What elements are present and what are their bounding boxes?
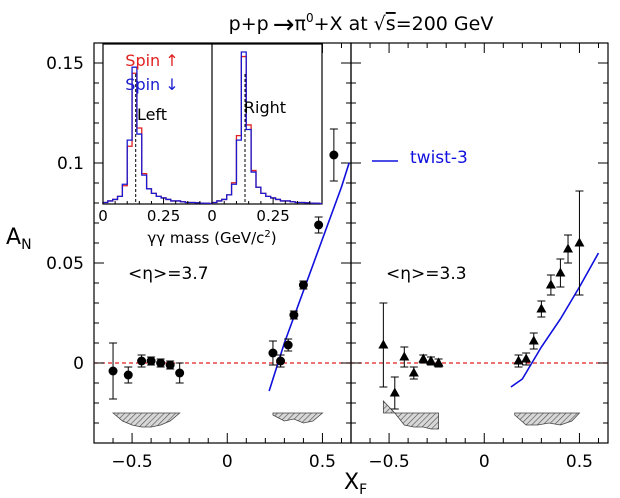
r-x-tick-label: 0 [479,452,490,472]
l-data-point [156,358,166,368]
l-systematic-band [111,412,181,428]
legend-spin-down: Spin ↓ [125,75,178,94]
inset-side-label-right: Right [244,98,286,117]
r-data-point [378,339,389,349]
twist3-legend-label: twist-3 [410,148,468,168]
r-twist3-curve [510,252,600,388]
r-data-point [425,355,436,365]
inset-x-tick-label: 0.25 [147,207,180,225]
l-x-tick-label: 0 [222,452,233,472]
l-twist3-curve [268,162,350,392]
y-tick-label: 0 [73,354,84,374]
l-x-tick-label: −0.5 [111,452,152,472]
l-data-point [146,356,156,366]
r-data-point [418,353,429,363]
l-x-tick-label: 0.5 [309,452,336,472]
twist3-legend: twist-3 [372,148,468,168]
inset-right-histogram [211,51,323,205]
inset-x-tick-label: 0 [207,207,217,225]
y-tick-label: 0.15 [46,54,84,74]
inset-x-axis-label: γγ mass (GeV/c2) [147,229,276,247]
r-data-point [536,303,547,313]
l-data-point [268,348,278,358]
r-systematic-band [514,412,581,426]
r-systematic-band [382,399,439,430]
r-data-point [521,353,532,363]
l-data-point [289,310,299,320]
left-panel: −0.5 0 0.5 0 0.05 0.1 0.15 <η>=3.7 [46,42,352,472]
inset-x-tick-label: 0 [98,207,108,225]
l-data-point [175,368,185,378]
l-data-point [137,356,147,366]
y-tick-label: 0.05 [46,254,84,274]
inset-x-tick-label: 0.25 [256,207,289,225]
r-data-point [513,355,524,365]
l-systematic-band [272,412,324,424]
l-data-point [123,370,133,380]
r-eta-annotation: <η>=3.3 [386,264,467,284]
y-tick-label: 0.1 [57,154,84,174]
right-panel: −0.5 0 0.5 <η>=3.3 [350,42,609,472]
l-data-point [329,150,339,160]
mass-inset: 0 0.25 Left 0 0.25 Right Spin ↑ Spin ↓ γγ mass (… [98,43,323,247]
l-data-point [108,366,118,376]
r-x-tick-label: −0.5 [368,452,409,472]
l-data-point [276,356,286,366]
r-data-point [408,367,419,377]
legend-spin-up: Spin ↑ [125,51,178,70]
l-data-point [165,360,175,370]
r-data-point [545,279,556,289]
r-data-point [563,243,574,253]
r-x-tick-label: 0.5 [566,452,593,472]
r-data-point [399,351,410,361]
r-data-point [555,267,566,277]
r-data-point [574,237,585,247]
l-data-point [283,340,293,350]
l-data-point [298,280,308,290]
r-panel-frame [350,42,609,444]
figure-title: p+p →π0+X at √s=200 GeV [229,10,494,40]
l-data-point [314,220,324,230]
inset-left-histogram [102,66,213,205]
r-data-point [528,335,539,345]
r-data-point [433,357,444,367]
l-eta-annotation: <η>=3.7 [128,264,209,284]
r-data-point [389,387,400,397]
y-axis-label: AN [6,225,32,253]
inset-side-label-left: Left [137,105,167,124]
x-axis-label: XF [344,470,367,498]
